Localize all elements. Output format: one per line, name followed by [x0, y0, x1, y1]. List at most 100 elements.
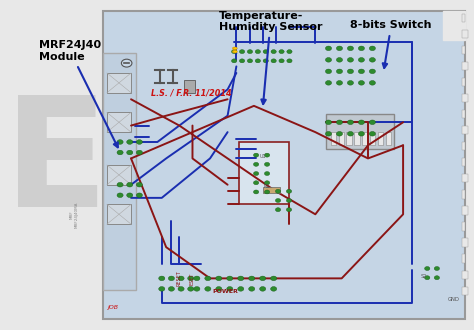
- Circle shape: [337, 57, 343, 62]
- Circle shape: [194, 286, 200, 291]
- Bar: [326, 114, 394, 148]
- Bar: [462, 46, 465, 54]
- Circle shape: [271, 286, 277, 291]
- Circle shape: [286, 208, 292, 212]
- Circle shape: [434, 267, 439, 271]
- Bar: [462, 254, 465, 263]
- Circle shape: [326, 46, 332, 50]
- Circle shape: [227, 286, 233, 291]
- Bar: [462, 222, 465, 231]
- Circle shape: [231, 50, 237, 53]
- Circle shape: [237, 286, 244, 291]
- Text: R1: R1: [264, 184, 270, 189]
- Circle shape: [263, 50, 268, 53]
- Circle shape: [260, 276, 266, 281]
- Bar: [462, 94, 468, 102]
- Bar: [355, 132, 360, 145]
- Bar: [103, 53, 137, 290]
- Text: S2: S2: [421, 274, 427, 280]
- Circle shape: [255, 59, 261, 63]
- Text: 8-bits Switch: 8-bits Switch: [350, 20, 432, 68]
- Text: GND: GND: [447, 297, 459, 302]
- Circle shape: [232, 50, 236, 53]
- Bar: [462, 174, 468, 182]
- Circle shape: [260, 286, 266, 291]
- Circle shape: [279, 59, 284, 63]
- Circle shape: [117, 150, 123, 155]
- Circle shape: [287, 50, 292, 53]
- Circle shape: [326, 69, 332, 74]
- Circle shape: [137, 140, 143, 144]
- Circle shape: [337, 69, 343, 74]
- Circle shape: [254, 181, 259, 185]
- Circle shape: [369, 46, 375, 50]
- Circle shape: [337, 81, 343, 85]
- Circle shape: [178, 276, 184, 281]
- Bar: [462, 14, 465, 22]
- Bar: [462, 78, 465, 86]
- Circle shape: [264, 190, 270, 194]
- Circle shape: [326, 81, 332, 85]
- Bar: [462, 126, 468, 134]
- Circle shape: [275, 199, 281, 203]
- Bar: [107, 113, 131, 132]
- Circle shape: [326, 57, 332, 62]
- Bar: [462, 30, 468, 38]
- Circle shape: [255, 50, 261, 53]
- Bar: [462, 271, 468, 279]
- Circle shape: [127, 182, 133, 187]
- Circle shape: [159, 276, 165, 281]
- Bar: [338, 132, 344, 145]
- Circle shape: [137, 182, 143, 187]
- Circle shape: [347, 131, 354, 136]
- Text: MRF
MRF24J40MA: MRF MRF24J40MA: [70, 201, 78, 228]
- Circle shape: [358, 131, 365, 136]
- Bar: [238, 142, 289, 204]
- Bar: [462, 239, 468, 247]
- Text: RESET: RESET: [177, 271, 182, 286]
- Bar: [346, 132, 352, 145]
- Circle shape: [205, 276, 211, 281]
- Circle shape: [249, 276, 255, 281]
- Circle shape: [232, 47, 236, 50]
- Circle shape: [178, 286, 184, 291]
- Circle shape: [337, 131, 343, 136]
- Circle shape: [347, 57, 354, 62]
- Circle shape: [347, 81, 354, 85]
- Circle shape: [275, 189, 281, 193]
- Circle shape: [358, 57, 365, 62]
- Text: POWER: POWER: [212, 289, 238, 294]
- Circle shape: [264, 172, 270, 176]
- Circle shape: [237, 276, 244, 281]
- Circle shape: [271, 276, 277, 281]
- Circle shape: [369, 81, 375, 85]
- Circle shape: [326, 131, 332, 136]
- Text: JOB: JOB: [107, 306, 118, 311]
- Circle shape: [271, 59, 276, 63]
- Circle shape: [254, 162, 259, 166]
- Bar: [378, 132, 383, 145]
- Circle shape: [239, 50, 245, 53]
- Circle shape: [254, 190, 259, 194]
- Circle shape: [369, 131, 375, 136]
- Circle shape: [358, 81, 365, 85]
- Bar: [184, 80, 195, 93]
- Bar: [462, 190, 465, 199]
- Circle shape: [434, 276, 439, 280]
- Circle shape: [127, 193, 133, 198]
- Circle shape: [337, 120, 343, 125]
- Text: U1: U1: [259, 154, 266, 159]
- Text: L.S. / F.R. 11/2014: L.S. / F.R. 11/2014: [151, 88, 231, 97]
- Circle shape: [279, 50, 284, 53]
- Bar: [462, 158, 465, 166]
- Circle shape: [347, 120, 354, 125]
- Circle shape: [347, 69, 354, 74]
- Circle shape: [188, 286, 194, 291]
- Circle shape: [137, 193, 143, 198]
- Circle shape: [249, 286, 255, 291]
- Circle shape: [216, 286, 222, 291]
- Circle shape: [358, 46, 365, 50]
- Circle shape: [254, 153, 259, 157]
- Bar: [462, 206, 468, 214]
- Circle shape: [168, 286, 174, 291]
